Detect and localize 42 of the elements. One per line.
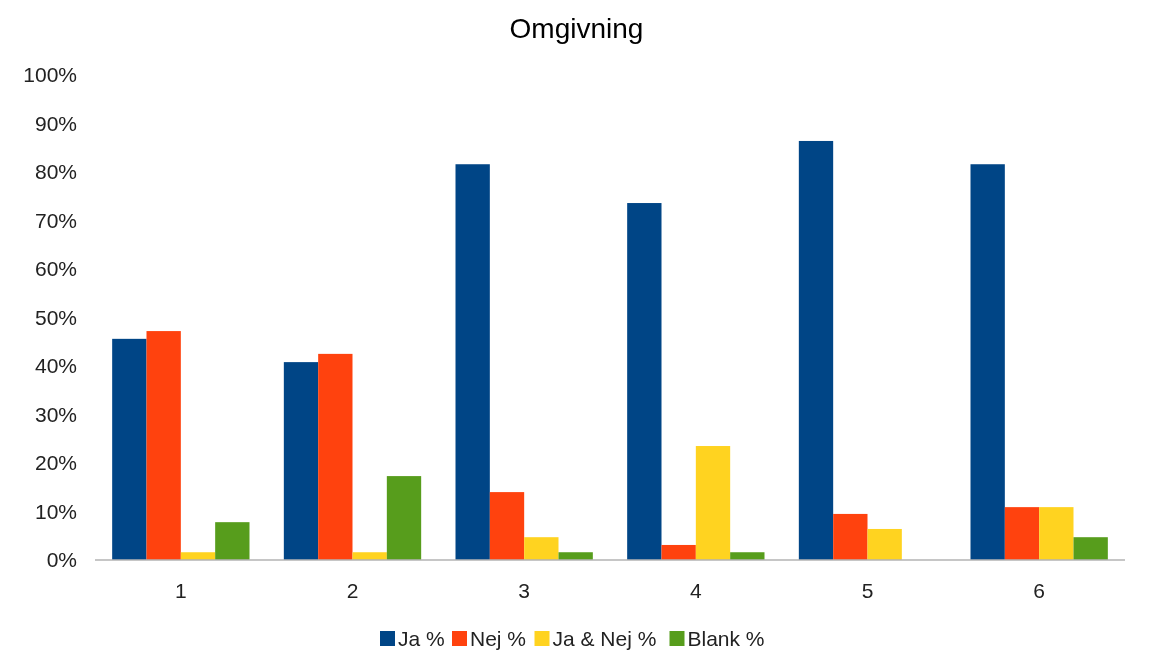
bar (215, 522, 250, 560)
chart-title: Omgivning (509, 13, 644, 44)
bar (695, 446, 731, 560)
bar (489, 492, 525, 560)
bar (146, 331, 181, 560)
bar (318, 353, 353, 560)
bar (1073, 537, 1108, 560)
y-tick-label: 0% (46, 548, 77, 572)
bar (867, 528, 902, 560)
bar (730, 552, 765, 560)
y-tick-label: 60% (34, 257, 77, 281)
bar (798, 140, 834, 560)
bar (627, 203, 662, 560)
y-tick-label: 40% (34, 354, 77, 378)
y-tick-label: 10% (34, 499, 77, 523)
bar (1039, 507, 1074, 560)
bar (386, 476, 422, 560)
bar (283, 362, 319, 560)
legend-label: Nej % (470, 627, 527, 650)
y-tick-label: 90% (34, 111, 77, 135)
bar (833, 513, 868, 560)
x-tick-label: 6 (1033, 579, 1046, 602)
x-tick-label: 3 (518, 579, 531, 602)
bar (970, 164, 1005, 560)
bar (455, 164, 490, 560)
bar (112, 338, 147, 560)
y-tick-label: 20% (34, 451, 77, 475)
x-tick-label: 4 (689, 579, 702, 602)
legend-label: Blank % (687, 627, 765, 650)
y-tick-label: 70% (34, 208, 77, 232)
bar (524, 537, 559, 560)
legend-label: Ja & Nej % (552, 627, 657, 650)
x-tick-label: 5 (861, 579, 874, 602)
x-tick-label: 1 (174, 579, 187, 602)
y-tick-label: 80% (34, 160, 77, 184)
x-tick-label: 2 (346, 579, 359, 602)
legend-label: Ja % (398, 627, 445, 650)
bar (1004, 507, 1040, 560)
y-tick-label: 50% (34, 305, 77, 329)
bar (661, 544, 696, 560)
y-tick-label: 30% (34, 402, 77, 426)
y-tick-label: 100% (23, 63, 77, 87)
